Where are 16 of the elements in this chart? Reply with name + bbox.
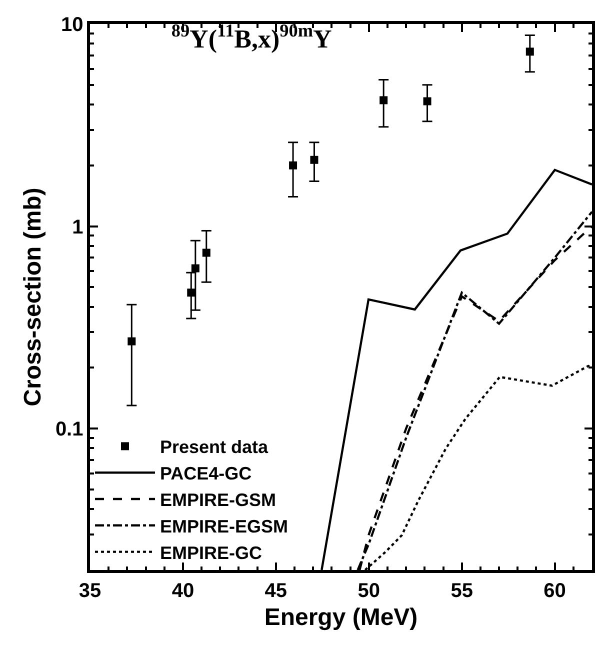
- legend-label: Present data: [160, 437, 270, 458]
- x-tick-label: 40: [172, 580, 194, 602]
- legend-label: EMPIRE-GSM: [160, 490, 276, 510]
- x-tick-label: 60: [544, 580, 566, 602]
- x-axis-title: Energy (MeV): [264, 604, 418, 632]
- legend-label: EMPIRE-GC: [160, 542, 262, 563]
- x-tick-label: 50: [358, 580, 380, 602]
- legend-label: EMPIRE-EGSM: [160, 516, 288, 536]
- y-tick-label: 0.1: [55, 418, 84, 441]
- x-tick-label: 35: [78, 580, 102, 602]
- y-axis-title: Cross-section (mb): [20, 188, 47, 406]
- legend-label: PACE4-GC: [160, 464, 252, 484]
- y-tick-label: 10: [61, 14, 84, 36]
- x-tick-label: 55: [450, 580, 473, 602]
- x-tick-label: 45: [264, 580, 288, 602]
- y-tick-label: 1: [72, 216, 84, 238]
